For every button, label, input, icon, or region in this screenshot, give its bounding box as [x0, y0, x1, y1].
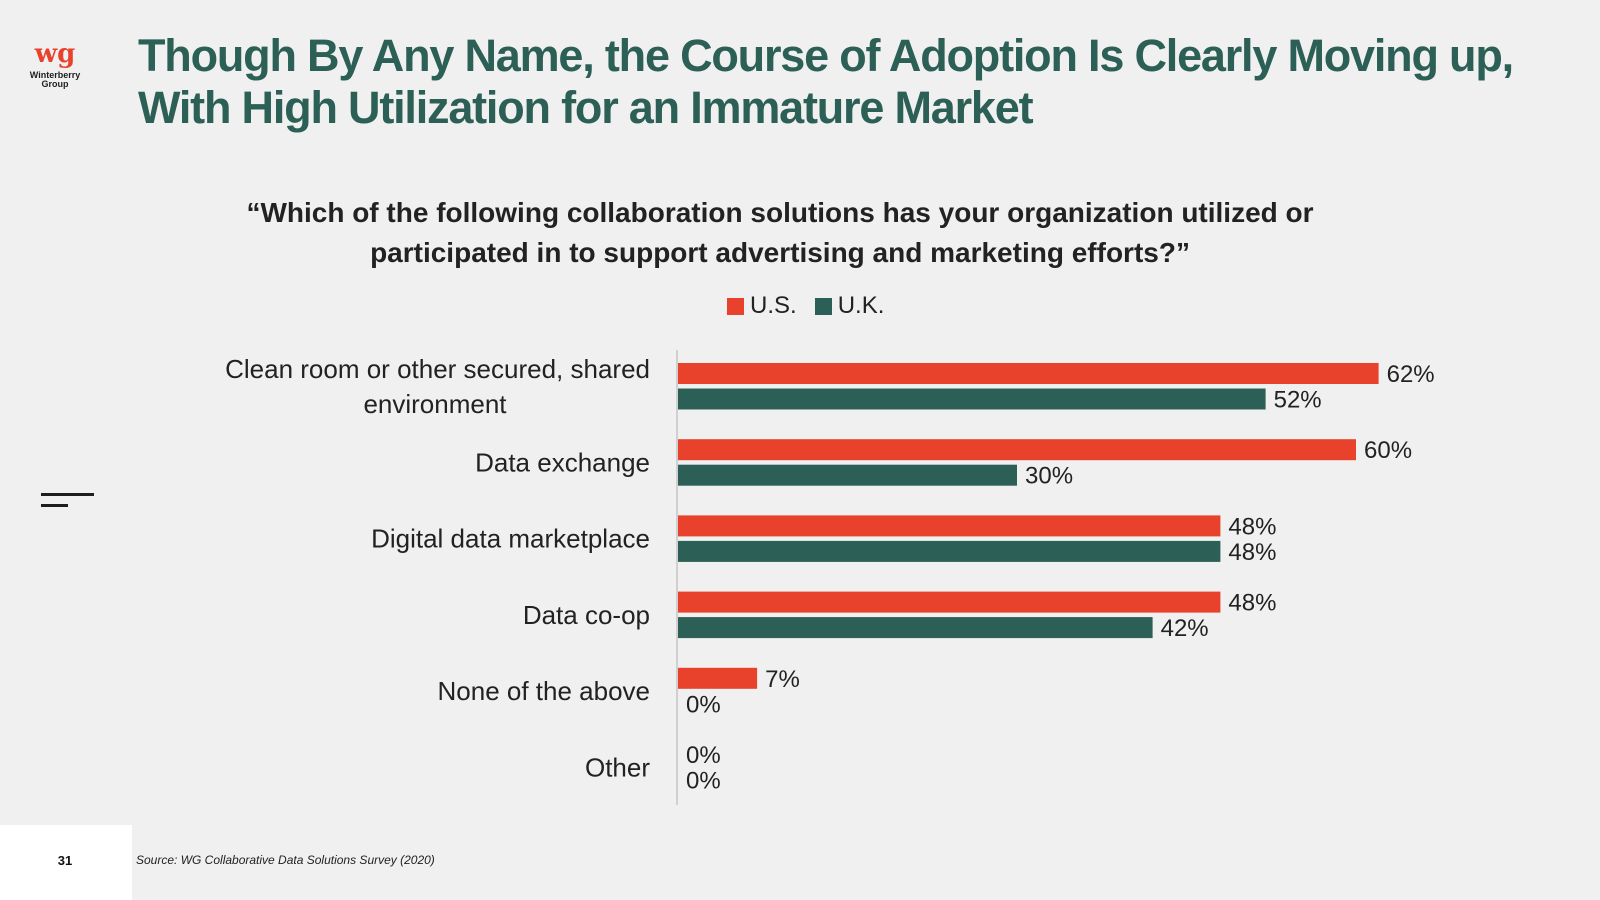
page-number: 31 [57, 853, 73, 868]
data-label-uk: 0% [686, 691, 721, 718]
category-label: Data exchange [475, 447, 650, 477]
bar-uk [678, 540, 1221, 562]
bar-uk [678, 464, 1017, 486]
data-label-uk: 42% [1161, 615, 1209, 642]
bar-uk [678, 388, 1266, 410]
logo-mark: wg [34, 39, 76, 69]
bar-us [678, 363, 1379, 384]
data-label-us: 0% [686, 742, 721, 769]
bar-us [678, 667, 758, 689]
logo-name-line1: Winterberry [29, 69, 81, 80]
data-label-uk: 48% [1228, 539, 1276, 566]
data-label-uk: 52% [1274, 387, 1322, 414]
category-label: Other [585, 752, 650, 782]
category-label: Digital data marketplace [371, 524, 650, 554]
data-label-us: 48% [1228, 513, 1276, 540]
decorative-line-long [41, 493, 94, 496]
category-label: environment [363, 389, 507, 419]
bar-us [678, 439, 1356, 461]
chart-title: “Which of the following collaboration so… [246, 197, 1314, 268]
bar-us [678, 515, 1221, 537]
chart-legend: U.S. U.K. [727, 292, 902, 320]
data-label-uk: 30% [1025, 463, 1073, 490]
logo-name-line2: Group [41, 79, 69, 90]
category-label: Clean room or other secured, shared [225, 354, 650, 384]
data-label-us: 7% [765, 666, 800, 693]
source-note: Source: WG Collaborative Data Solutions … [136, 853, 435, 867]
data-label-us: 60% [1364, 437, 1412, 464]
legend-swatch-uk [814, 297, 832, 315]
legend-item-us: U.S. [727, 292, 797, 320]
data-label-uk: 0% [686, 768, 721, 795]
data-label-us: 62% [1387, 361, 1435, 388]
legend-item-uk: U.K. [814, 292, 885, 320]
legend-label-uk: U.K. [837, 292, 885, 319]
winterberry-logo: wg Winterberry Group [22, 39, 88, 90]
data-label-us: 48% [1228, 590, 1276, 617]
slide-title: Though By Any Name, the Course of Adopti… [138, 30, 1514, 133]
category-label: Data co-op [523, 600, 650, 630]
logo-text: Winterberry Group [22, 69, 88, 90]
category-label: None of the above [438, 676, 651, 706]
page-number-box [0, 825, 132, 900]
bar-uk [678, 617, 1153, 639]
legend-label-us: U.S. [750, 292, 797, 319]
decorative-line-short [41, 504, 68, 507]
legend-swatch-us [727, 297, 744, 315]
bar-us [678, 591, 1221, 613]
